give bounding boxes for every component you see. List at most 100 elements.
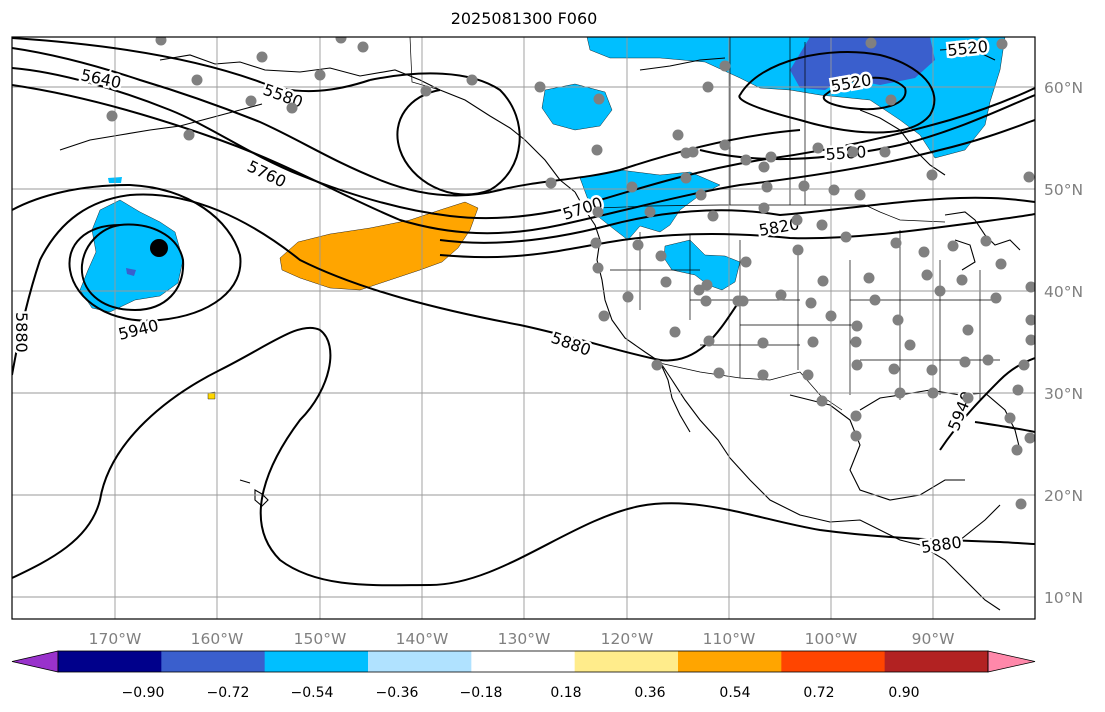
- station-dot: [805, 297, 817, 309]
- station-dot: [851, 359, 863, 371]
- station-dot: [1018, 359, 1030, 371]
- station-dot: [191, 74, 203, 86]
- station-dot: [592, 262, 604, 274]
- station-dot: [655, 250, 667, 262]
- contour-5940-east-b: [974, 421, 1035, 433]
- station-dot: [854, 189, 866, 201]
- station-dot: [314, 69, 326, 81]
- station-dot: [1015, 498, 1027, 510]
- station-dot: [926, 364, 938, 376]
- station-dot: [703, 335, 715, 347]
- station-dot: [816, 395, 828, 407]
- station-dot: [1004, 412, 1016, 424]
- border-us-canada: [597, 204, 946, 223]
- station-dot: [693, 284, 705, 296]
- contour-label-5580-a: 5580: [261, 80, 306, 112]
- station-dot: [622, 291, 634, 303]
- black-dot-icon: [150, 239, 168, 257]
- lon-label: 100°W: [805, 630, 858, 648]
- station-dot: [851, 320, 863, 332]
- height-contours: [12, 37, 1035, 587]
- station-dot: [420, 85, 432, 97]
- contour-5580-east: [699, 94, 1035, 161]
- station-dot: [702, 81, 714, 93]
- colorbar-tick: 0.72: [803, 685, 834, 701]
- lon-label: 90°W: [912, 630, 955, 648]
- station-dot: [817, 275, 829, 287]
- colorbar-segment: [574, 651, 679, 672]
- station-dot: [812, 142, 824, 154]
- station-dot: [593, 93, 605, 105]
- station-dot: [740, 154, 752, 166]
- shade-canada-north: [586, 37, 1006, 159]
- coast-alaska: [159, 54, 576, 193]
- lon-label: 170°W: [89, 630, 142, 648]
- lat-label: 50°N: [1044, 181, 1083, 199]
- station-dot: [534, 81, 546, 93]
- coast-greatlakes: [944, 211, 1021, 271]
- station-dot: [904, 339, 916, 351]
- colorbar-extend-high: [987, 650, 1036, 673]
- contour-5880-main: [12, 193, 741, 376]
- station-dot: [888, 363, 900, 375]
- station-dot: [713, 367, 725, 379]
- border-states-1: [639, 232, 851, 395]
- station-dot: [816, 219, 828, 231]
- station-dot: [466, 74, 478, 86]
- negative-shading: [79, 37, 1006, 313]
- colorbar-segment: [884, 651, 989, 672]
- map-frame: [11, 36, 1036, 620]
- colorbar-extend-low: [11, 650, 59, 673]
- station-dot: [591, 144, 603, 156]
- station-dot: [892, 314, 904, 326]
- colorbar: [11, 650, 1036, 673]
- contour-5520-small: [822, 76, 907, 111]
- station-dot: [890, 237, 902, 249]
- station-dot: [798, 180, 810, 192]
- latitude-labels: 60°N 50°N 40°N 30°N 20°N 10°N: [1044, 79, 1083, 607]
- station-dot: [850, 336, 862, 348]
- shade-orange-pacific: [279, 201, 479, 291]
- station-dot: [840, 231, 852, 243]
- lat-label: 60°N: [1044, 79, 1083, 97]
- lon-label: 140°W: [396, 630, 449, 648]
- station-dot: [701, 279, 713, 291]
- map-title: 2025081300 F060: [450, 9, 598, 28]
- station-dot: [921, 269, 933, 281]
- station-dot: [719, 139, 731, 151]
- station-dot: [1024, 432, 1035, 444]
- contour-labels: 5640 5580 5760 5940 5880 5880 5700 5820 …: [12, 37, 991, 559]
- lon-label: 150°W: [294, 630, 347, 648]
- station-dot: [598, 310, 610, 322]
- shade-great-basin: [663, 239, 741, 291]
- shade-alaska-gulf: [541, 83, 613, 131]
- station-dot: [106, 110, 118, 122]
- station-dot: [962, 324, 974, 336]
- station-dot: [737, 295, 749, 307]
- station-dot: [995, 258, 1007, 270]
- lon-label: 160°W: [191, 630, 244, 648]
- station-dot: [680, 172, 692, 184]
- colorbar-tick: 0.36: [634, 685, 665, 701]
- station-dot: [761, 181, 773, 193]
- contour-label-5760: 5760: [244, 157, 289, 192]
- colorbar-tick: 0.18: [550, 685, 581, 701]
- coast-baja: [659, 361, 691, 433]
- colorbar-segment: [161, 651, 266, 672]
- contour-5640: [12, 47, 801, 197]
- station-dot: [592, 206, 604, 218]
- coast-central-america: [919, 544, 1001, 611]
- station-dot: [660, 276, 672, 288]
- station-dot: [1012, 384, 1024, 396]
- station-dot: [865, 37, 877, 49]
- coast-westcoast: [574, 191, 731, 459]
- station-dot: [996, 38, 1008, 50]
- station-dot: [719, 60, 731, 72]
- positive-shading: [207, 201, 479, 400]
- station-dot: [885, 94, 897, 106]
- contour-5820: [439, 196, 1035, 244]
- station-dot: [757, 337, 769, 349]
- lat-label: 30°N: [1044, 385, 1083, 403]
- station-dot: [758, 161, 770, 173]
- station-dot: [1023, 171, 1035, 183]
